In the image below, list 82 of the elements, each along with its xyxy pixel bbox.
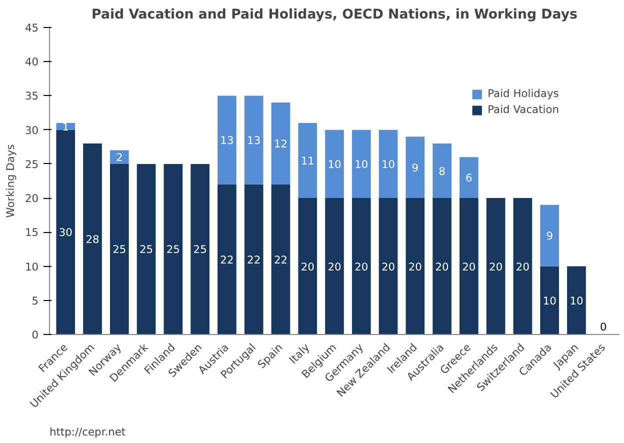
bar (136, 164, 156, 334)
bar (218, 96, 236, 184)
y-tick-label: 20 (24, 192, 39, 206)
y-tick-label: 0 (32, 328, 39, 342)
data-label: 22 (247, 253, 261, 266)
bar (56, 123, 76, 130)
bar (244, 96, 264, 184)
data-label: 20 (435, 260, 450, 274)
bar (513, 198, 532, 334)
data-label: 10 (328, 158, 342, 171)
data-label: 13 (247, 134, 261, 148)
bar (83, 143, 102, 334)
data-label: 25 (166, 243, 180, 256)
data-label: 10 (570, 294, 584, 308)
bar (567, 266, 586, 334)
bar (244, 184, 264, 334)
y-tick-label: 35 (24, 90, 39, 103)
bar (378, 198, 398, 334)
bar (298, 123, 318, 198)
y-tick-label: 25 (24, 158, 39, 171)
bar (378, 130, 398, 198)
data-label: 20 (300, 260, 315, 274)
chart-title: Paid Vacation and Paid Holidays, OECD Nations, in Working Days (92, 8, 578, 22)
data-label: 20 (489, 260, 503, 274)
legend-label: Paid Vacation (488, 103, 559, 116)
bar (325, 130, 344, 198)
data-label: 9 (412, 161, 419, 174)
y-tick-label: 15 (24, 226, 39, 240)
data-label: 2 (116, 151, 123, 164)
data-label: 8 (438, 164, 446, 178)
bar (406, 136, 425, 198)
data-label: 20 (516, 260, 530, 274)
bar (406, 198, 425, 334)
data-label: 10 (542, 294, 557, 308)
bar (432, 143, 452, 198)
data-label: 25 (140, 243, 154, 256)
bar (352, 198, 371, 334)
data-label: 20 (328, 260, 342, 274)
data-label: 9 (546, 230, 554, 243)
text: http://cepr.net (50, 426, 126, 438)
bar (432, 198, 452, 334)
data-label: 20 (462, 260, 476, 274)
data-label: 25 (112, 243, 126, 256)
bar (540, 266, 560, 334)
data-label: 10 (354, 158, 368, 171)
data-label: 20 (381, 260, 396, 274)
bar (460, 198, 478, 334)
data-label: 12 (274, 137, 288, 150)
y-tick-label: 40 (24, 56, 39, 69)
data-label: 10 (381, 158, 396, 171)
data-label: 25 (193, 243, 207, 256)
data-label: 20 (408, 260, 422, 274)
y-tick-label: 5 (32, 294, 38, 308)
y-tick-label: 10 (24, 260, 39, 274)
legend-label: Paid Holidays (488, 87, 559, 100)
bar (164, 164, 183, 334)
bar (352, 130, 371, 198)
data-label: 22 (274, 253, 288, 266)
bar (110, 164, 129, 334)
bar (298, 198, 318, 334)
y-axis-title: Working Days (4, 144, 17, 218)
bar (271, 184, 290, 334)
data-label: 0 (600, 320, 607, 334)
data-label: 1 (62, 120, 70, 134)
bar (271, 102, 290, 184)
bar (325, 198, 344, 334)
y-tick-label: 30 (24, 124, 39, 137)
bar (56, 130, 76, 334)
bar (486, 198, 506, 334)
bar (540, 204, 560, 266)
data-label: 22 (220, 253, 234, 266)
bar (460, 157, 478, 198)
data-label: 6 (466, 172, 473, 185)
bar (218, 184, 236, 334)
data-label: 20 (354, 260, 368, 274)
y-tick-label: 45 (24, 22, 39, 34)
data-label: 13 (220, 134, 234, 148)
bar (190, 164, 210, 334)
data-label: 28 (86, 232, 100, 246)
data-label: 11 (300, 154, 314, 168)
bar (110, 150, 129, 164)
data-label: 30 (58, 226, 73, 240)
